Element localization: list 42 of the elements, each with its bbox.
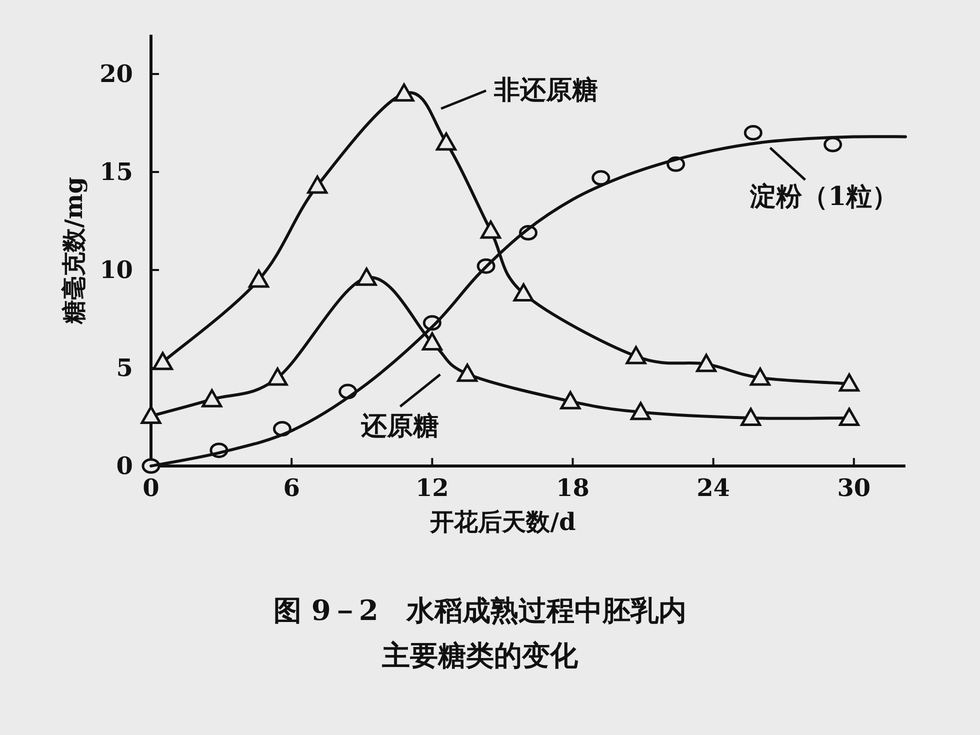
point xyxy=(140,406,162,424)
point xyxy=(513,283,534,302)
point xyxy=(592,170,610,186)
y-tick-label: 5 xyxy=(116,353,133,382)
point xyxy=(436,132,456,151)
point xyxy=(480,220,501,239)
point xyxy=(626,346,646,364)
point xyxy=(838,408,860,426)
y-axis-title: 糖毫克数/mg xyxy=(59,176,88,325)
x-tick-label: 0 xyxy=(142,473,160,502)
legend-label: 淀粉（1粒） xyxy=(749,182,898,212)
point xyxy=(152,352,173,370)
point xyxy=(422,332,442,351)
point xyxy=(307,175,328,194)
caption: 图 9－2 水稻成熟过程中胚乳内 xyxy=(274,594,686,627)
y-tick-label: 15 xyxy=(100,157,133,186)
y-tick-label: 0 xyxy=(116,451,133,480)
point xyxy=(838,373,860,392)
point xyxy=(824,136,842,152)
text: 非还原糖 xyxy=(493,76,598,106)
y-tick-label: 10 xyxy=(100,255,133,284)
point xyxy=(457,364,478,382)
y-tick-label: 20 xyxy=(100,59,133,88)
point xyxy=(202,389,222,408)
point xyxy=(394,83,414,102)
legend-label: 还原糖 xyxy=(360,412,440,442)
point xyxy=(267,368,288,386)
point xyxy=(248,270,270,288)
point xyxy=(740,408,762,426)
x-tick-label: 30 xyxy=(837,473,871,502)
point xyxy=(630,402,651,420)
point xyxy=(696,354,717,372)
x-tick-label: 18 xyxy=(556,473,590,502)
point xyxy=(750,368,770,386)
x-tick-label: 24 xyxy=(696,473,730,502)
point xyxy=(560,391,581,410)
point xyxy=(744,125,762,141)
point xyxy=(356,268,377,286)
x-axis-title: 开花后天数/d xyxy=(429,507,576,536)
x-tick-label: 6 xyxy=(283,473,300,502)
text: 主要糖类的变化 xyxy=(381,639,579,672)
x-tick-label: 12 xyxy=(415,473,449,502)
